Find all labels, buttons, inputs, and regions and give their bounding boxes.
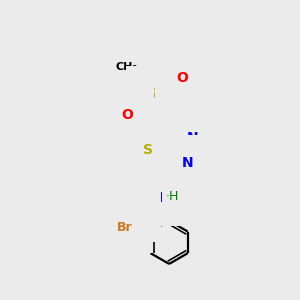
Text: O: O <box>129 208 140 222</box>
Text: S: S <box>142 143 153 157</box>
Text: CH₃: CH₃ <box>116 62 138 72</box>
Text: O: O <box>176 71 188 85</box>
Text: ·H: ·H <box>166 190 179 203</box>
Text: N: N <box>182 156 194 170</box>
Text: O: O <box>121 107 133 122</box>
Text: N: N <box>186 130 198 145</box>
Text: Br: Br <box>117 221 133 234</box>
Text: S: S <box>147 87 157 101</box>
Text: NH: NH <box>141 191 164 205</box>
